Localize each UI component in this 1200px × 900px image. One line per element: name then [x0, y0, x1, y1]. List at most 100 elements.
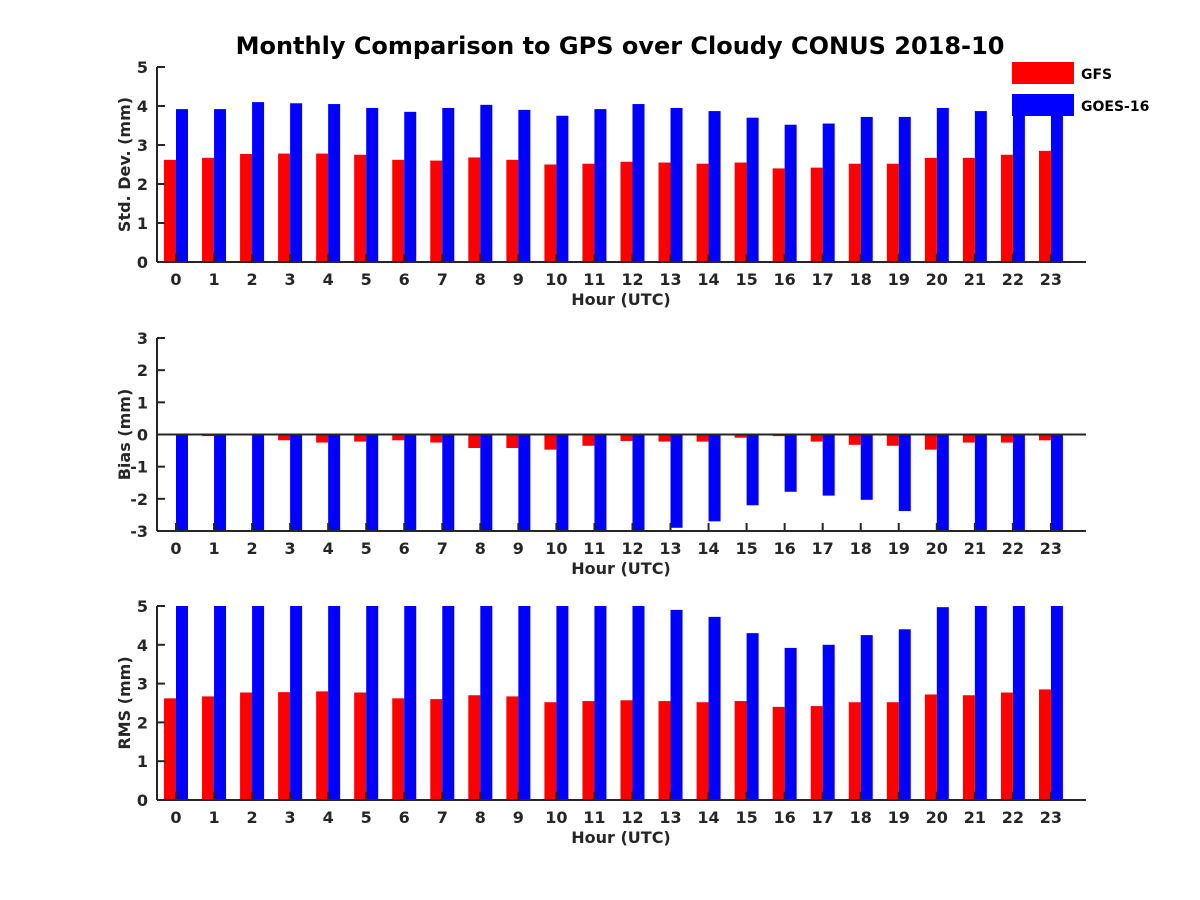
x-tick-label: 14	[697, 539, 719, 558]
y-tick-label: 3	[137, 136, 148, 155]
bar-goes16-hour-3	[290, 606, 303, 800]
x-tick-label: 21	[964, 808, 986, 827]
legend-swatch-gfs	[1012, 62, 1074, 84]
x-tick-label: 23	[1040, 808, 1062, 827]
bar-goes16-hour-15	[746, 117, 759, 262]
bar-gfs-hour-6	[392, 698, 405, 800]
bar-gfs-hour-8	[468, 695, 481, 800]
bar-gfs-hour-20	[924, 694, 937, 800]
bar-goes16-hour-2	[252, 102, 265, 262]
bar-gfs-hour-19	[886, 163, 899, 262]
x-tick-label: 19	[888, 808, 910, 827]
bar-goes16-hour-21	[974, 606, 987, 800]
bar-gfs-hour-14	[696, 163, 709, 262]
bar-goes16-hour-11	[594, 109, 607, 263]
bar-goes16-hour-4	[328, 104, 341, 262]
bar-gfs-hour-1	[202, 157, 215, 262]
bar-goes16-hour-22	[1012, 606, 1025, 800]
x-tick-label: 1	[208, 539, 219, 558]
y-tick-label: 5	[137, 597, 148, 616]
bar-goes16-hour-22	[1012, 106, 1025, 262]
x-tick-label: 16	[774, 539, 796, 558]
bar-gfs-hour-2	[240, 692, 253, 800]
bar-goes16-hour-16	[784, 124, 797, 262]
x-tick-label: 18	[850, 539, 872, 558]
bar-goes16-hour-19	[898, 629, 911, 800]
x-tick-label: 23	[1040, 270, 1062, 289]
bar-gfs-hour-23	[1038, 689, 1051, 800]
bar-goes16-hour-5	[366, 434, 379, 531]
x-tick-label: 15	[735, 808, 757, 827]
bar-goes16-hour-13	[670, 609, 683, 800]
x-tick-label: 20	[926, 808, 948, 827]
x-tick-label: 5	[361, 270, 372, 289]
y-tick-label: -2	[130, 490, 148, 509]
x-tick-label: 16	[774, 808, 796, 827]
y-tick-label: -3	[130, 522, 148, 541]
x-tick-label: 10	[545, 539, 567, 558]
x-tick-label: 13	[659, 270, 681, 289]
bar-goes16-hour-1	[214, 606, 227, 800]
bar-goes16-hour-7	[442, 434, 455, 531]
bar-gfs-hour-13	[658, 701, 671, 800]
bar-gfs-hour-15	[734, 701, 747, 800]
x-tick-label: 1	[208, 808, 219, 827]
x-tick-label: 0	[170, 539, 181, 558]
bar-goes16-hour-6	[404, 111, 417, 262]
bar-gfs-hour-4	[316, 153, 329, 262]
bar-goes16-hour-12	[632, 104, 645, 262]
bar-gfs-hour-12	[620, 434, 633, 441]
y-tick-label: 1	[137, 752, 148, 771]
bar-gfs-hour-21	[962, 157, 975, 262]
bar-goes16-hour-12	[632, 434, 645, 531]
bar-gfs-hour-13	[658, 162, 671, 262]
bar-goes16-hour-2	[252, 606, 265, 800]
y-tick-label: 5	[137, 58, 148, 77]
bar-goes16-hour-0	[176, 606, 188, 800]
legend-label-goes16: GOES-16	[1081, 99, 1149, 115]
bar-gfs-hour-17	[810, 706, 823, 800]
x-tick-label: 2	[247, 539, 258, 558]
bar-gfs-hour-11	[582, 163, 595, 262]
x-tick-label: 6	[399, 808, 410, 827]
bar-goes16-hour-15	[746, 434, 759, 506]
x-tick-label: 8	[475, 270, 486, 289]
x-tick-label: 13	[659, 808, 681, 827]
bar-goes16-hour-15	[746, 633, 759, 800]
bar-goes16-hour-14	[708, 434, 721, 522]
x-tick-label: 12	[621, 270, 643, 289]
x-tick-label: 20	[926, 270, 948, 289]
x-tick-label: 7	[437, 270, 448, 289]
x-tick-label: 0	[170, 270, 181, 289]
x-tick-label: 9	[513, 270, 524, 289]
bar-gfs-hour-16	[772, 168, 785, 262]
y-tick-label: 0	[137, 253, 148, 272]
x-tick-label: 3	[285, 808, 296, 827]
bar-gfs-hour-18	[848, 702, 861, 800]
y-tick-label: 2	[137, 713, 148, 732]
bar-gfs-hour-15	[734, 162, 747, 262]
x-tick-label: 11	[583, 539, 605, 558]
bar-gfs-hour-10	[544, 164, 557, 262]
x-tick-label: 8	[475, 808, 486, 827]
x-tick-label: 23	[1040, 539, 1062, 558]
x-tick-label: 3	[285, 539, 296, 558]
bar-gfs-hour-7	[430, 434, 443, 443]
bar-gfs-hour-9	[506, 696, 519, 800]
x-tick-label: 11	[583, 808, 605, 827]
bar-gfs-hour-8	[468, 434, 481, 449]
bar-goes16-hour-18	[860, 434, 873, 500]
x-tick-label: 19	[888, 539, 910, 558]
bar-goes16-hour-23	[1050, 606, 1063, 800]
bar-goes16-hour-5	[366, 606, 379, 800]
x-tick-label: 10	[545, 808, 567, 827]
bar-gfs-hour-0	[164, 698, 176, 800]
bar-gfs-hour-7	[430, 699, 443, 800]
bar-gfs-hour-12	[620, 700, 633, 800]
bar-goes16-hour-0	[176, 109, 188, 263]
bar-goes16-hour-21	[974, 434, 987, 531]
x-tick-label: 15	[735, 270, 757, 289]
bar-goes16-hour-17	[822, 434, 835, 496]
y-axis-label: Std. Dev. (mm)	[115, 97, 134, 232]
x-tick-label: 2	[247, 270, 258, 289]
